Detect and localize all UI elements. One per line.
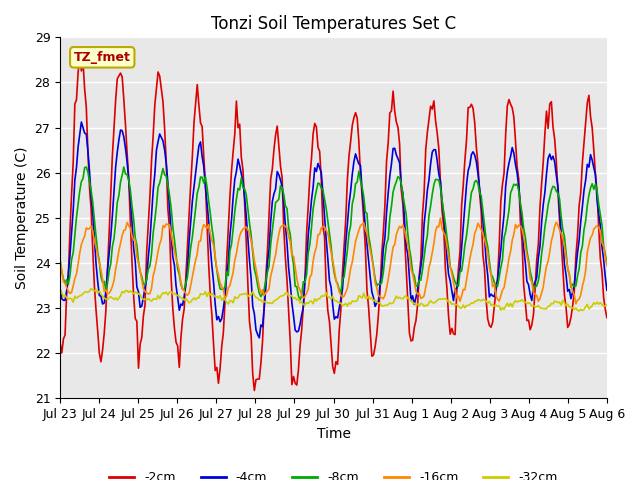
-16cm [572,301,580,307]
Line: -32cm: -32cm [60,288,607,311]
-8cm [179,287,186,292]
-4cm [366,274,374,280]
-16cm [220,287,227,293]
Line: -4cm: -4cm [60,122,607,338]
-4cm [507,154,515,159]
-8cm [63,277,70,283]
-2cm [76,54,84,60]
Y-axis label: Soil Temperature (C): Soil Temperature (C) [15,146,29,289]
-32cm [179,295,186,301]
-32cm [505,303,513,309]
Text: TZ_fmet: TZ_fmet [74,51,131,64]
-32cm [87,286,95,291]
-8cm [296,297,304,303]
-2cm [221,299,229,305]
-4cm [221,293,229,299]
-16cm [363,231,371,237]
-16cm [511,222,519,228]
-4cm [179,302,186,308]
-8cm [221,285,229,290]
-32cm [365,293,372,299]
-8cm [366,242,374,248]
-32cm [221,297,229,303]
-4cm [513,170,521,176]
Line: -2cm: -2cm [60,57,607,390]
-2cm [507,101,515,107]
-32cm [511,298,519,303]
-2cm [179,316,186,322]
-2cm [366,329,374,335]
-8cm [513,181,521,187]
-8cm [120,164,127,170]
Title: Tonzi Soil Temperatures Set C: Tonzi Soil Temperatures Set C [211,15,456,33]
-4cm [603,288,611,293]
-4cm [56,286,64,292]
Line: -16cm: -16cm [60,218,607,304]
-8cm [603,261,611,267]
-32cm [603,302,611,308]
-8cm [56,257,64,263]
-4cm [255,335,263,341]
-16cm [63,285,70,290]
X-axis label: Time: Time [317,427,351,441]
-16cm [603,263,611,269]
-16cm [177,279,185,285]
-2cm [513,164,521,169]
-8cm [507,190,515,196]
-2cm [603,315,611,321]
Line: -8cm: -8cm [60,167,607,300]
-4cm [63,288,70,294]
-16cm [505,255,513,261]
Legend: -2cm, -4cm, -8cm, -16cm, -32cm: -2cm, -4cm, -8cm, -16cm, -32cm [104,466,563,480]
-16cm [56,259,64,264]
-32cm [575,308,583,314]
-2cm [63,290,70,296]
-4cm [77,119,85,125]
-2cm [250,387,258,393]
-32cm [63,295,70,301]
-16cm [436,215,444,221]
-2cm [56,340,64,346]
-32cm [56,289,64,295]
